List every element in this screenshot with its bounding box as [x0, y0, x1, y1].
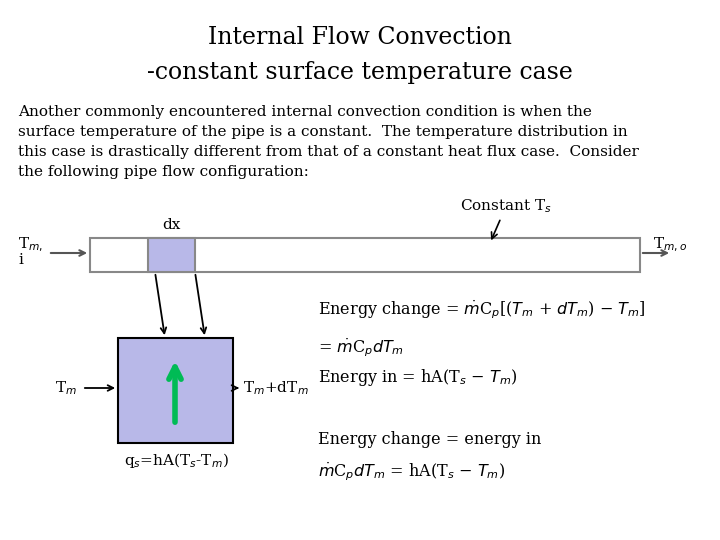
- Bar: [118, 338, 233, 443]
- Text: T$_{m,}$: T$_{m,}$: [18, 236, 43, 254]
- Text: T$_m$: T$_m$: [55, 379, 77, 397]
- Text: Energy change = $\dot{m}$C$_p$[($T_m$ + $dT_m$) $-$ $T_m$]: Energy change = $\dot{m}$C$_p$[($T_m$ + …: [318, 299, 646, 321]
- Text: Internal Flow Convection: Internal Flow Convection: [208, 26, 512, 50]
- Text: q$_s$=hA(T$_s$-T$_m$): q$_s$=hA(T$_s$-T$_m$): [124, 450, 228, 469]
- Text: -constant surface temperature case: -constant surface temperature case: [147, 60, 573, 84]
- Text: $\dot{m}$C$_p$$dT_m$ = hA(T$_s$ $-$ $T_m$): $\dot{m}$C$_p$$dT_m$ = hA(T$_s$ $-$ $T_m…: [318, 461, 505, 483]
- Text: Constant T$_s$: Constant T$_s$: [460, 197, 552, 239]
- Text: Energy change = energy in: Energy change = energy in: [318, 431, 541, 449]
- Text: i: i: [18, 253, 23, 267]
- Text: T$_m$+dT$_m$: T$_m$+dT$_m$: [243, 379, 309, 397]
- Text: Another commonly encountered internal convection condition is when the
surface t: Another commonly encountered internal co…: [18, 105, 639, 179]
- Text: = $\dot{m}$C$_p$$dT_m$: = $\dot{m}$C$_p$$dT_m$: [318, 336, 404, 359]
- Text: T$_{m,o}$: T$_{m,o}$: [653, 236, 687, 254]
- Bar: [148, 238, 195, 272]
- Bar: [90, 238, 640, 272]
- Text: dx: dx: [162, 218, 180, 232]
- Text: Energy in = hA(T$_s$ $-$ $T_m$): Energy in = hA(T$_s$ $-$ $T_m$): [318, 368, 518, 388]
